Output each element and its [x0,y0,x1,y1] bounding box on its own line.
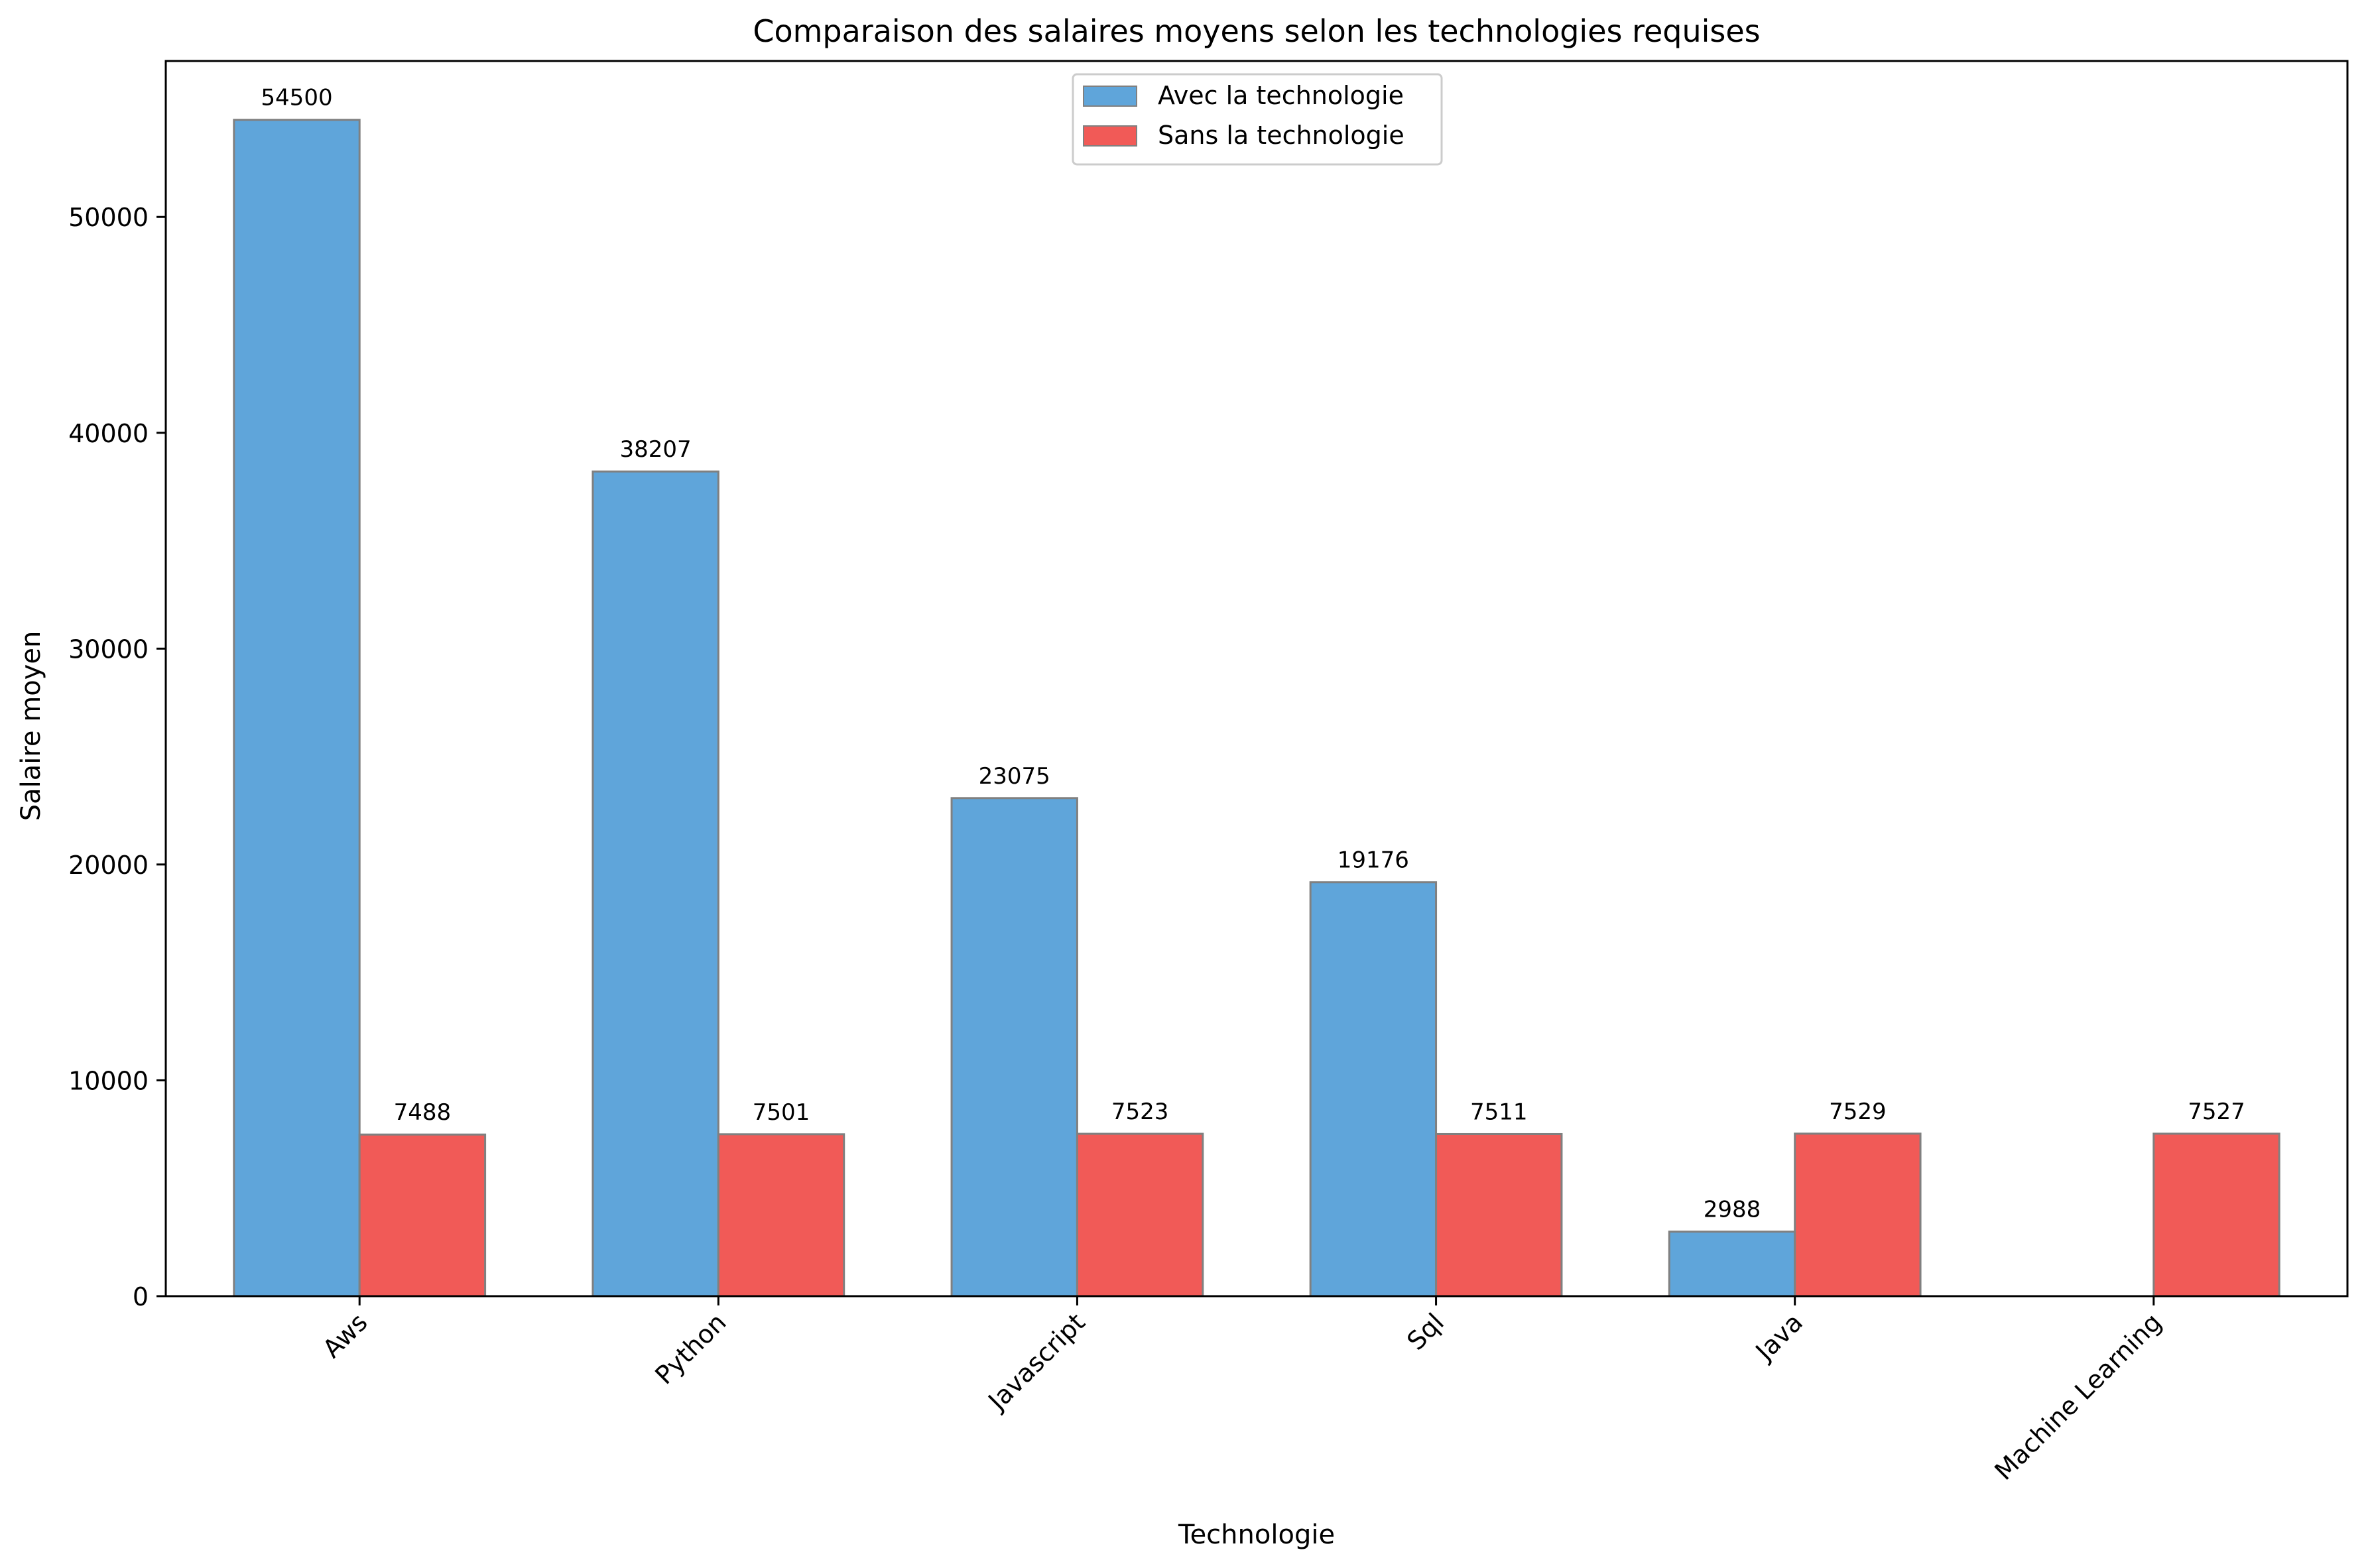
data-label: 7501 [753,1099,810,1126]
data-label: 38207 [620,436,692,463]
chart-title: Comparaison des salaires moyens selon le… [753,13,1760,49]
bar-avec-java [1668,1231,1796,1297]
bar-avec-aws [233,119,361,1297]
bar-sans-java [1794,1132,1922,1297]
bar-sans-aws [358,1133,487,1297]
y-axis-label: Salaire moyen [16,631,46,821]
bar-sans-python [717,1133,845,1297]
data-label: 19176 [1338,847,1409,874]
data-label: 2988 [1704,1197,1761,1223]
legend: Avec la technologie Sans la technologie [1072,73,1443,166]
bar-avec-sql [1309,881,1438,1297]
bar-sans-sql [1435,1132,1563,1297]
x-axis-label: Technologie [1178,1520,1335,1550]
legend-swatch [1083,125,1137,147]
legend-label: Avec la technologie [1158,81,1404,110]
y-tick-label: 50000 [68,203,149,232]
y-tick-label: 40000 [68,419,149,448]
data-label: 7488 [394,1099,452,1126]
bar-sans-machine-learning [2152,1132,2280,1297]
data-label: 7527 [2188,1099,2245,1125]
legend-box [1072,73,1443,166]
y-tick-label: 10000 [68,1066,149,1095]
data-label: 23075 [979,763,1050,790]
bar-sans-javascript [1076,1132,1204,1297]
bar-avec-python [592,470,719,1297]
data-label: 7511 [1470,1099,1528,1125]
data-label: 7529 [1829,1099,1887,1125]
data-label: 54500 [261,85,332,111]
bar-avec-javascript [950,797,1078,1297]
legend-swatch [1083,86,1137,107]
plot-frame [164,60,2349,1297]
y-tick-label: 20000 [68,851,149,880]
data-label: 7523 [1111,1099,1169,1125]
y-tick-label: 0 [133,1282,149,1311]
y-tick-label: 30000 [68,634,149,664]
legend-label: Sans la technologie [1158,121,1404,150]
